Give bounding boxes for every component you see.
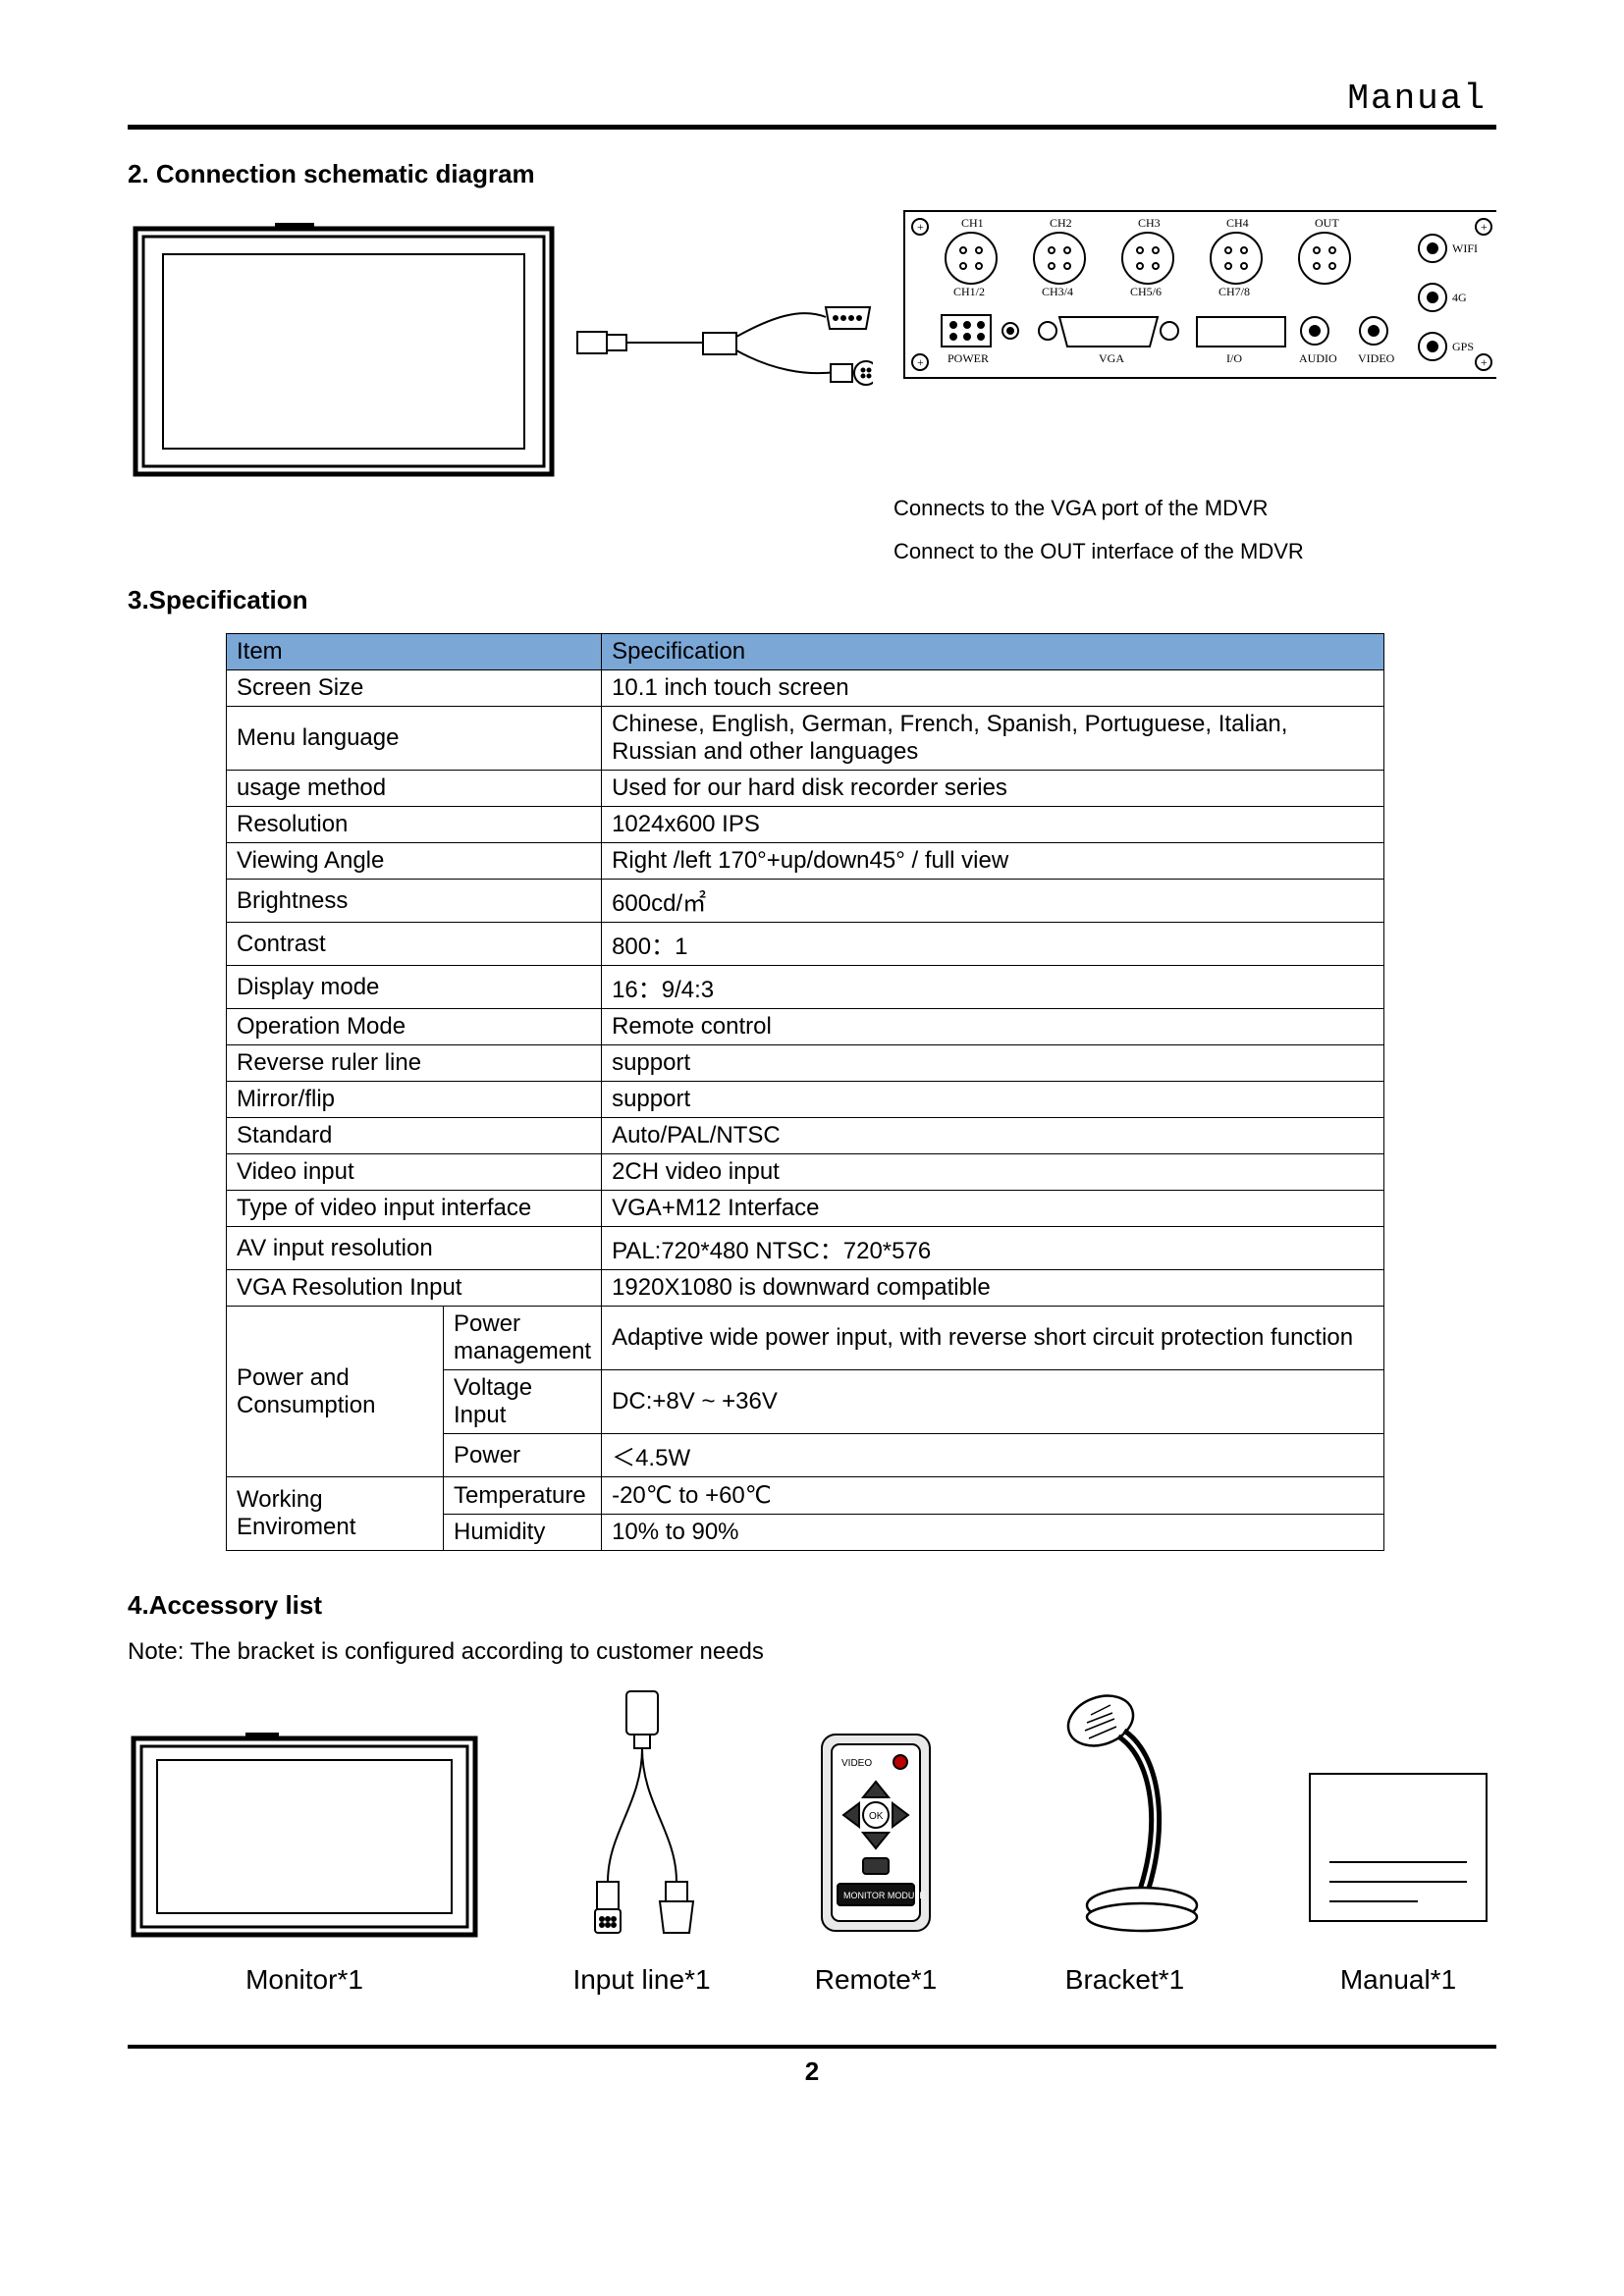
page-number: 2 [128, 2056, 1496, 2087]
bracket-icon [1032, 1685, 1218, 1941]
accessory-label: Remote*1 [802, 1964, 949, 1996]
remote-icon: VIDEO OK MONITOR MODULE [802, 1725, 949, 1941]
schematic-monitor-icon [128, 209, 556, 484]
svg-text:WIFI: WIFI [1452, 241, 1478, 255]
accessory-label: Monitor*1 [128, 1964, 481, 1996]
svg-text:CH7/8: CH7/8 [1218, 285, 1250, 298]
svg-text:AUDIO: AUDIO [1299, 351, 1337, 365]
schematic-note-out: Connect to the OUT interface of the MDVR [893, 537, 1404, 566]
spec-header-row: Item Specification [227, 634, 1384, 670]
svg-text:OK: OK [869, 1811, 884, 1822]
svg-text:+: + [1481, 220, 1488, 234]
spec-table: Item Specification Screen Size10.1 inch … [226, 633, 1384, 1551]
section-schematic-heading: 2. Connection schematic diagram [128, 159, 1496, 189]
svg-text:+: + [917, 355, 924, 369]
svg-text:+: + [1481, 355, 1488, 369]
svg-text:MONITOR MODULE: MONITOR MODULE [843, 1891, 925, 1900]
accessory-manual: Manual*1 [1300, 1764, 1496, 1996]
spec-header-spec: Specification [602, 634, 1384, 670]
manual-icon [1300, 1764, 1496, 1941]
page-header-title: Manual [128, 79, 1496, 119]
svg-text:CH4: CH4 [1226, 216, 1249, 230]
bottom-rule [128, 2045, 1496, 2049]
accessory-inputline: Input line*1 [564, 1685, 721, 1996]
spec-header-item: Item [227, 634, 602, 670]
schematic-cable-icon [575, 278, 873, 405]
monitor-icon [128, 1725, 481, 1941]
accessory-monitor: Monitor*1 [128, 1725, 481, 1996]
svg-text:POWER: POWER [947, 351, 989, 365]
svg-text:VGA: VGA [1099, 351, 1124, 365]
svg-text:CH1: CH1 [961, 216, 984, 230]
svg-text:OUT: OUT [1315, 216, 1339, 230]
svg-text:VIDEO: VIDEO [841, 1758, 872, 1769]
svg-text:4G: 4G [1452, 291, 1467, 304]
accessory-label: Manual*1 [1300, 1964, 1496, 1996]
schematic-notes: Connects to the VGA port of the MDVR Con… [893, 494, 1496, 565]
svg-text:I/O: I/O [1226, 351, 1242, 365]
schematic-row: + + + + [128, 209, 1496, 484]
svg-text:VIDEO: VIDEO [1358, 351, 1395, 365]
top-rule [128, 125, 1496, 130]
schematic-note-vga: Connects to the VGA port of the MDVR [893, 494, 1404, 523]
accessory-label: Input line*1 [564, 1964, 721, 1996]
cable-icon [564, 1685, 721, 1941]
svg-text:CH2: CH2 [1050, 216, 1072, 230]
accessory-remote: VIDEO OK MONITOR MODULE Remote*1 [802, 1725, 949, 1996]
accessory-note: Note: The bracket is configured accordin… [128, 1638, 1496, 1666]
svg-text:GPS: GPS [1452, 340, 1474, 353]
section-accessory-heading: 4.Accessory list [128, 1590, 1496, 1621]
svg-text:CH5/6: CH5/6 [1130, 285, 1162, 298]
accessory-label: Bracket*1 [1032, 1964, 1218, 1996]
svg-text:+: + [917, 220, 924, 234]
accessory-bracket: Bracket*1 [1032, 1685, 1218, 1996]
schematic-panel-icon: + + + + [902, 209, 1496, 381]
page: Manual 2. Connection schematic diagram [0, 0, 1624, 2296]
svg-text:CH1/2: CH1/2 [953, 285, 985, 298]
section-spec-heading: 3.Specification [128, 585, 1496, 615]
svg-text:CH3: CH3 [1138, 216, 1161, 230]
svg-text:CH3/4: CH3/4 [1042, 285, 1073, 298]
accessory-row: Monitor*1 Input lin [128, 1685, 1496, 1996]
